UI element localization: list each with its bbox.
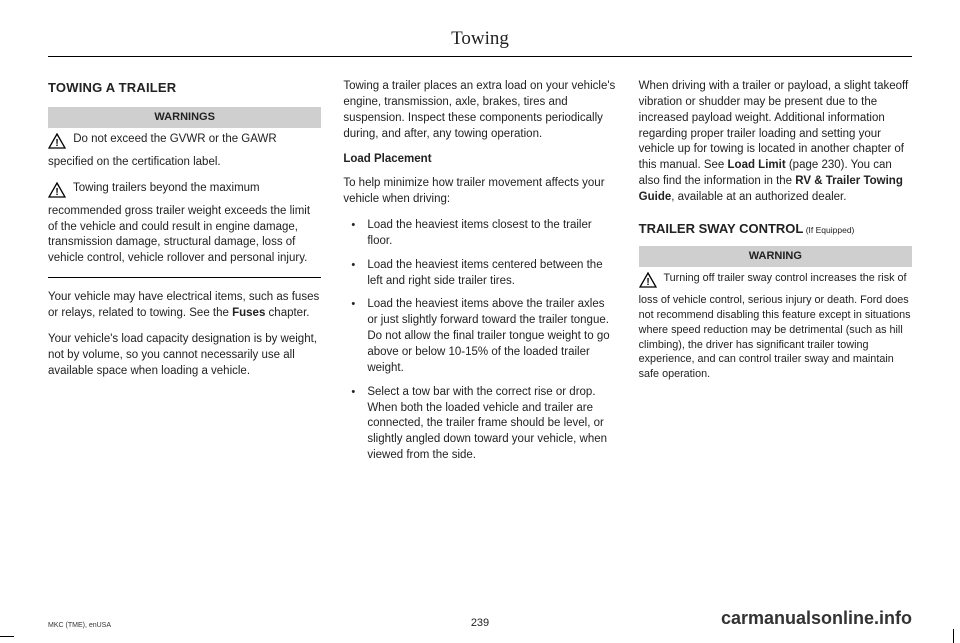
svg-text:!: ! [55, 187, 58, 198]
svg-text:!: ! [646, 277, 649, 288]
warning-header-bar: WARNING [639, 246, 912, 267]
warning-triangle-icon: ! [639, 272, 657, 293]
warning-text: Turning off trailer sway control increas… [639, 272, 911, 380]
divider [48, 277, 321, 278]
warning-triangle-icon: ! [48, 182, 66, 204]
sub-heading-load-placement: Load Placement [343, 152, 616, 168]
crop-mark [953, 629, 954, 643]
list-item: Load the heaviest items closest to the t… [357, 218, 616, 250]
column-3: When driving with a trailer or payload, … [639, 79, 912, 472]
content-columns: TOWING A TRAILER WARNINGS ! Do not excee… [48, 79, 912, 472]
section-heading-trailer-sway: TRAILER SWAY CONTROL (If Equipped) [639, 220, 912, 238]
column-2: Towing a trailer places an extra load on… [343, 79, 616, 472]
text-run: chapter. [265, 307, 309, 319]
warning-item: ! Towing trailers beyond the maximum rec… [48, 181, 321, 267]
bullet-list: Load the heaviest items closest to the t… [343, 218, 616, 464]
page-title: Towing [48, 28, 912, 57]
paragraph: Towing a trailer places an extra load on… [343, 79, 616, 142]
column-1: TOWING A TRAILER WARNINGS ! Do not excee… [48, 79, 321, 472]
heading-note: (If Equipped) [803, 225, 854, 235]
page-footer: MKC (TME), enUSA 239 carmanualsonline.in… [0, 608, 960, 629]
warning-item: ! Turning off trailer sway control incre… [639, 271, 912, 382]
warning-text: Do not exceed the GVWR or the GAWR speci… [48, 133, 277, 168]
paragraph: When driving with a trailer or payload, … [639, 79, 912, 206]
bold-run: Fuses [232, 307, 265, 319]
crop-mark [0, 636, 14, 637]
text-run: , available at an authorized dealer. [671, 191, 846, 203]
footer-page-number: 239 [0, 617, 960, 629]
text-run: When driving with a trailer or payload, … [639, 80, 909, 171]
warning-item: ! Do not exceed the GVWR or the GAWR spe… [48, 132, 321, 171]
bold-run: Load Limit [728, 159, 786, 171]
heading-text: TRAILER SWAY CONTROL [639, 221, 804, 236]
warnings-header-bar: WARNINGS [48, 107, 321, 128]
svg-text:!: ! [55, 138, 58, 149]
section-heading-towing-trailer: TOWING A TRAILER [48, 79, 321, 97]
manual-page: Towing TOWING A TRAILER WARNINGS ! Do no… [0, 0, 960, 643]
warning-triangle-icon: ! [48, 133, 66, 155]
paragraph: To help minimize how trailer movement af… [343, 176, 616, 208]
paragraph: Your vehicle may have electrical items, … [48, 290, 321, 322]
list-item: Load the heaviest items centered between… [357, 258, 616, 290]
paragraph: Your vehicle's load capacity designation… [48, 332, 321, 380]
warning-text: Towing trailers beyond the maximum recom… [48, 182, 310, 264]
list-item: Load the heaviest items above the traile… [357, 297, 616, 376]
list-item: Select a tow bar with the correct rise o… [357, 385, 616, 464]
